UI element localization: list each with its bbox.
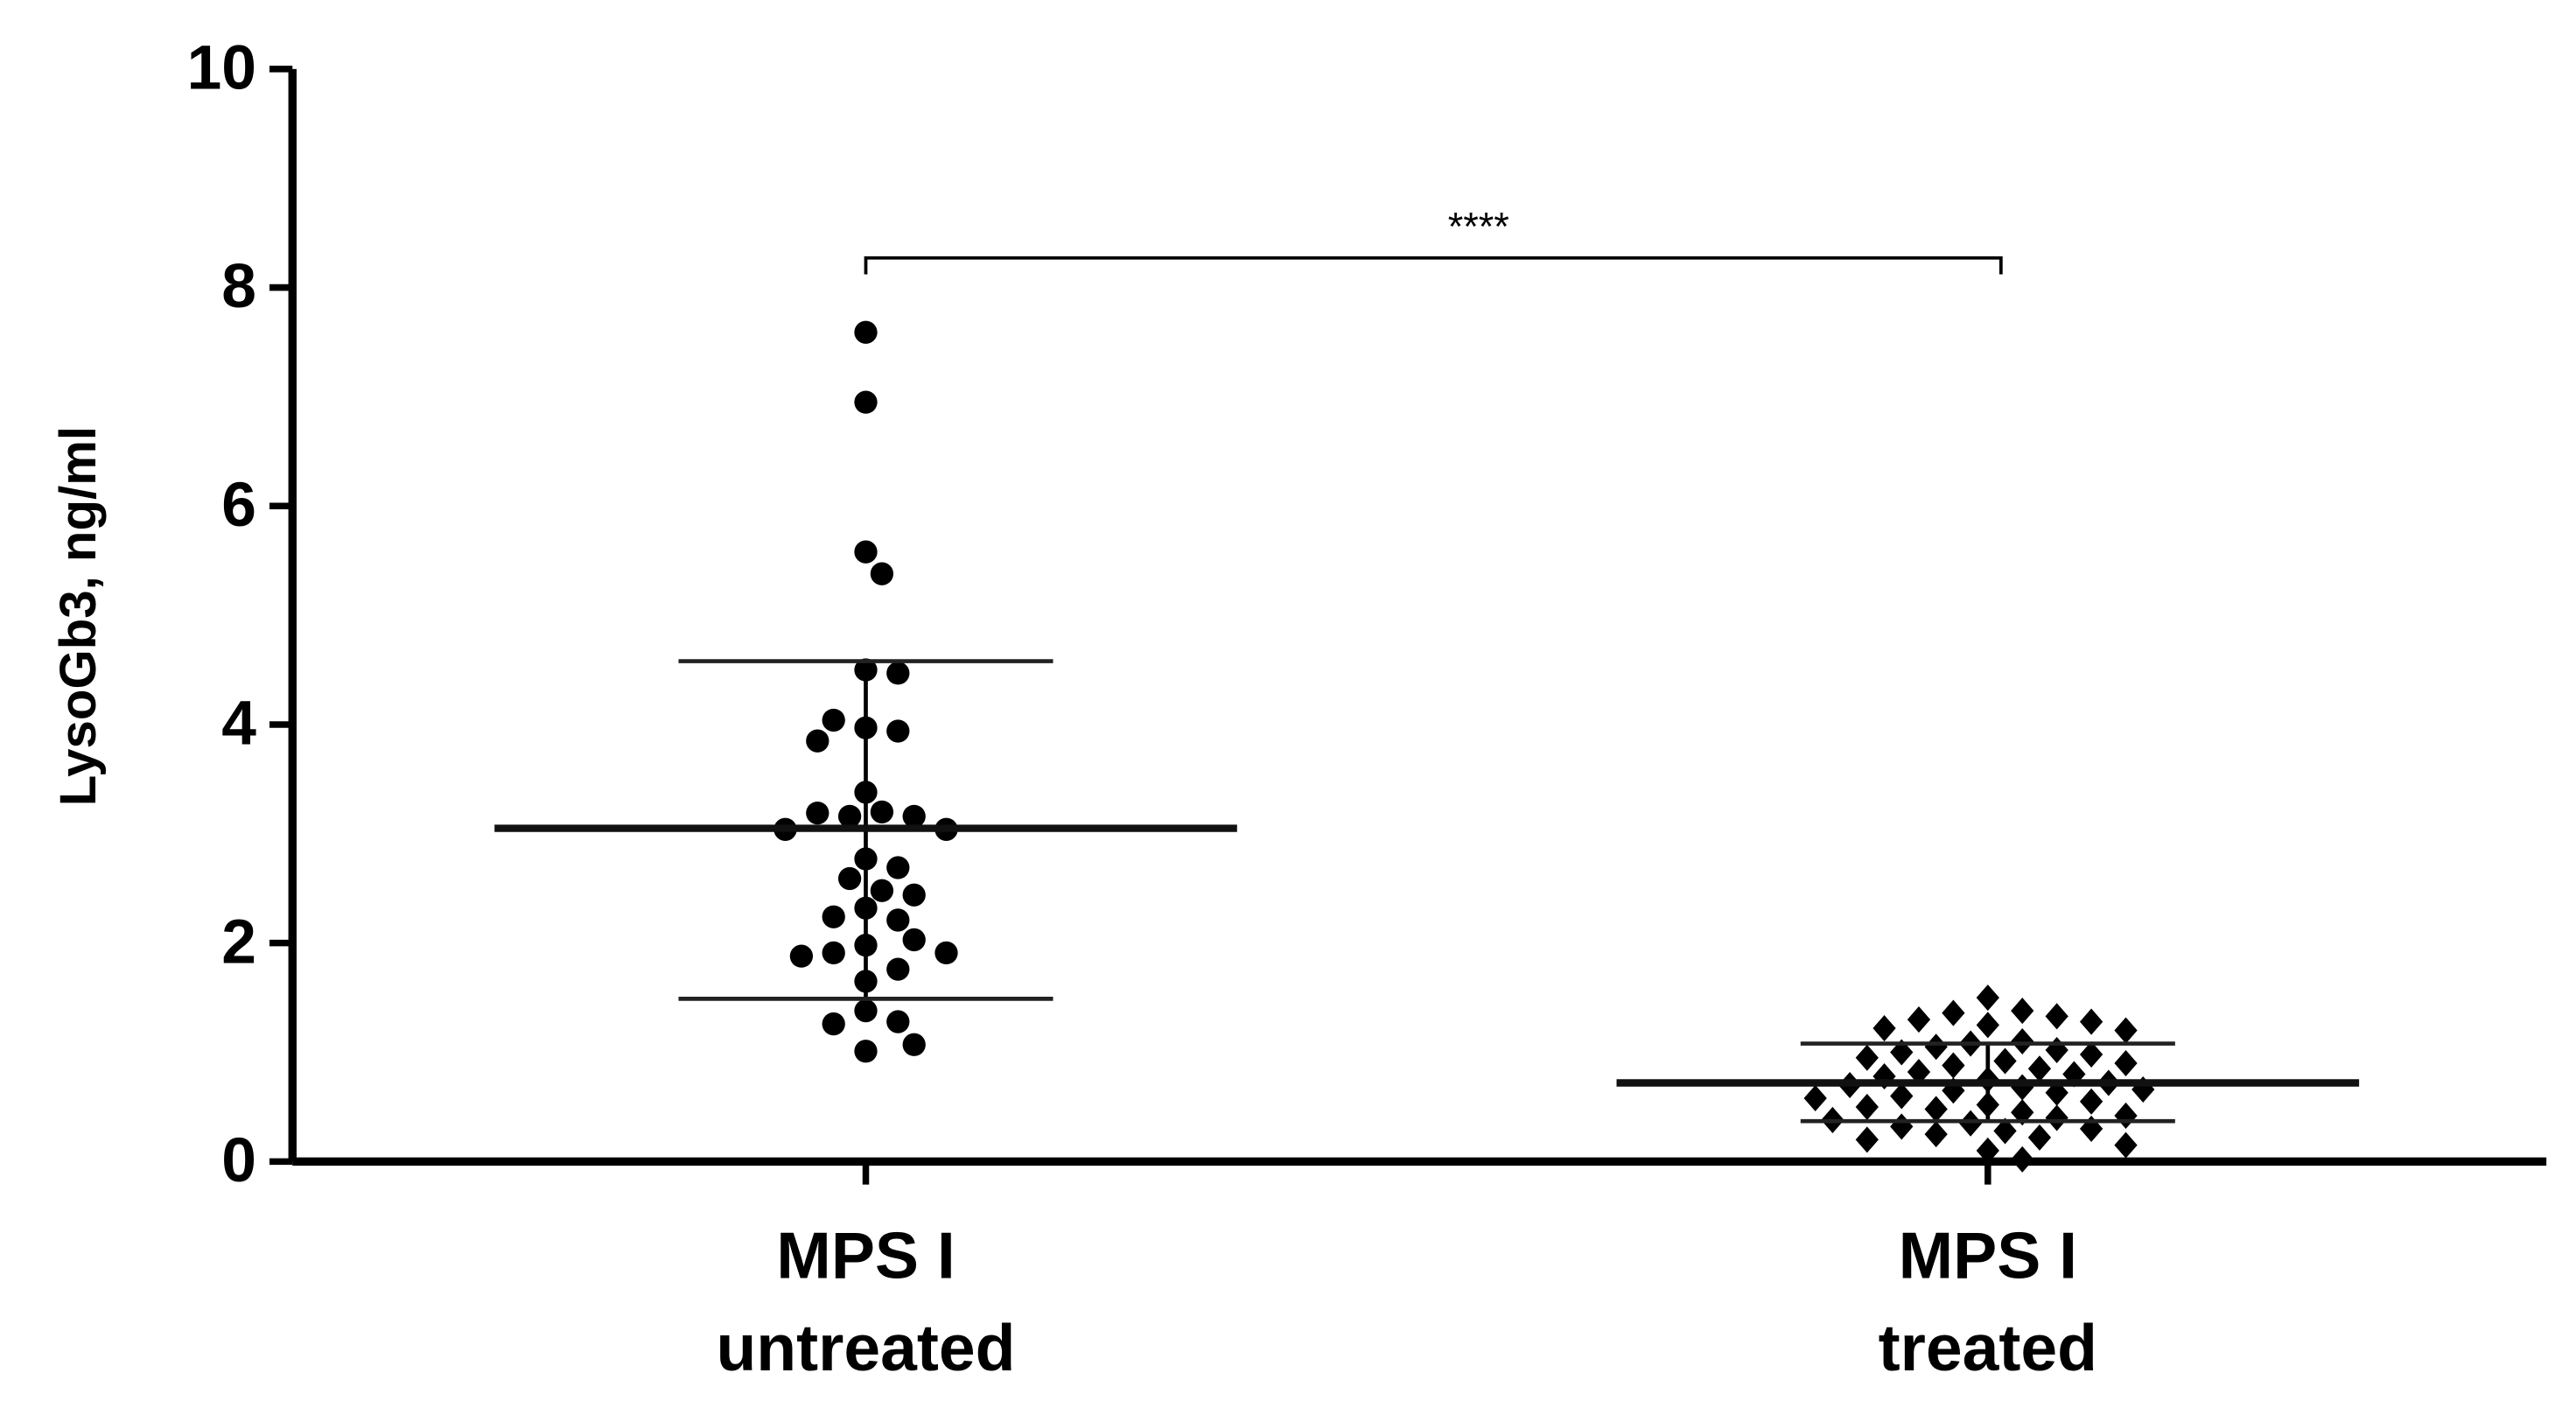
data-point (2027, 1124, 2052, 1151)
data-point (886, 1010, 910, 1033)
y-tick-label: 0 (221, 1125, 256, 1195)
data-point (854, 998, 878, 1023)
data-point (870, 879, 894, 902)
data-point (822, 905, 845, 928)
data-point (2045, 1104, 2068, 1131)
data-point (854, 540, 878, 564)
y-axis-label: LysoGb3, ng/ml (50, 426, 107, 806)
data-point (854, 390, 878, 414)
data-point (886, 719, 910, 743)
data-point (822, 941, 845, 965)
data-point (1993, 1047, 2017, 1075)
x-tick-label: treated (1879, 1311, 2097, 1384)
data-point (2045, 1037, 2068, 1064)
data-point (2114, 1049, 2138, 1077)
data-point (2114, 1102, 2138, 1129)
x-tick-label: MPS I (1899, 1219, 2077, 1292)
data-point (1855, 1044, 1879, 1071)
data-point (854, 320, 878, 344)
data-point (837, 866, 862, 891)
data-point (886, 908, 910, 932)
data-point (1907, 1006, 1931, 1033)
data-point (806, 801, 830, 825)
data-point (1924, 1033, 1948, 1061)
data-point (2114, 1017, 2138, 1044)
data-point (902, 928, 926, 952)
data-point (1924, 1096, 1948, 1123)
data-point (1890, 1113, 1914, 1140)
y-tick-label: 2 (221, 907, 256, 977)
data-point (2079, 1041, 2104, 1068)
data-point (806, 729, 830, 753)
data-point (886, 662, 910, 685)
data-point (934, 941, 958, 965)
data-point (1890, 1039, 1914, 1066)
y-tick-label: 10 (187, 32, 256, 102)
data-point (2045, 1003, 2068, 1030)
data-point (1976, 984, 1999, 1012)
significance-bracket (864, 256, 2003, 275)
data-point (886, 856, 910, 879)
significance-label: **** (1448, 205, 1509, 249)
data-point (1976, 1137, 1999, 1164)
data-point (1855, 1093, 1879, 1120)
data-point (902, 883, 926, 907)
data-point (822, 708, 845, 732)
y-tick-label: 8 (221, 251, 256, 321)
data-point (902, 804, 926, 828)
x-tick-label: MPS I (776, 1219, 955, 1292)
data-point (886, 957, 910, 981)
data-point (837, 804, 862, 828)
data-point (2011, 1028, 2034, 1055)
data-point (1942, 1052, 1965, 1079)
data-point (870, 800, 894, 823)
y-tick-label: 4 (221, 689, 256, 759)
data-point (2011, 1074, 2034, 1101)
data-point (789, 944, 814, 968)
data-point (1890, 1082, 1914, 1110)
data-point (2027, 1055, 2052, 1082)
data-point (822, 1012, 845, 1036)
data-point (2011, 998, 2034, 1025)
data-point (1976, 1012, 1999, 1039)
data-point (1803, 1084, 1827, 1111)
data-point (2114, 1131, 2138, 1159)
data-point (2011, 1145, 2034, 1173)
data-point (1958, 1110, 1983, 1137)
data-point (1942, 999, 1965, 1026)
data-point (1924, 1121, 1948, 1148)
data-point (1855, 1126, 1879, 1153)
data-point (2079, 1008, 2104, 1035)
data-point (870, 562, 894, 585)
x-tick-label: untreated (716, 1311, 1015, 1384)
data-point (902, 1033, 926, 1056)
data-point (2079, 1088, 2104, 1115)
y-tick-label: 6 (221, 470, 256, 540)
data-point (854, 1040, 878, 1063)
data-point (1872, 1015, 1896, 1042)
